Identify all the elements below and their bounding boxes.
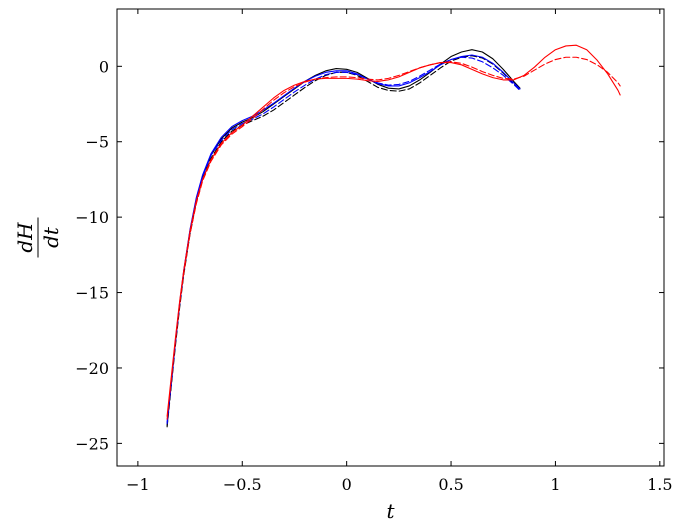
y-tick-label: −10 (75, 208, 109, 227)
axes-frame (116, 8, 665, 467)
x-tick-label: 0.5 (438, 475, 463, 494)
series-line-5 (166, 44, 621, 417)
x-tick-label: 1.5 (647, 475, 672, 494)
y-axis-label: dH dt (13, 217, 63, 258)
plot-area: −1 −0.5 0 0.5 1 1.5 −25 −20 −15 −10 −5 0 (75, 8, 673, 494)
x-axis-ticks: −1 −0.5 0 0.5 1 1.5 (126, 9, 673, 494)
series-line-2 (166, 55, 521, 428)
x-tick-label: −1 (126, 475, 150, 494)
y-tick-label: −15 (75, 284, 109, 303)
y-tick-label: −20 (75, 359, 109, 378)
y-axis-label-denominator: dt (39, 226, 63, 248)
y-tick-label: −25 (75, 434, 109, 453)
series-layer (166, 44, 621, 428)
y-axis-label-numerator: dH (13, 222, 37, 253)
series-line-4 (166, 56, 521, 425)
y-axis-ticks: −25 −20 −15 −10 −5 0 (75, 57, 664, 453)
series-line-1 (166, 49, 521, 426)
y-tick-label: −5 (85, 133, 109, 152)
y-tick-label: 0 (99, 57, 109, 76)
x-tick-label: 0 (342, 475, 352, 494)
x-axis-label: t (386, 499, 395, 523)
series-line-6 (166, 56, 621, 420)
x-tick-label: −0.5 (223, 475, 262, 494)
x-tick-label: 1 (550, 475, 560, 494)
series-line-3 (166, 54, 521, 423)
